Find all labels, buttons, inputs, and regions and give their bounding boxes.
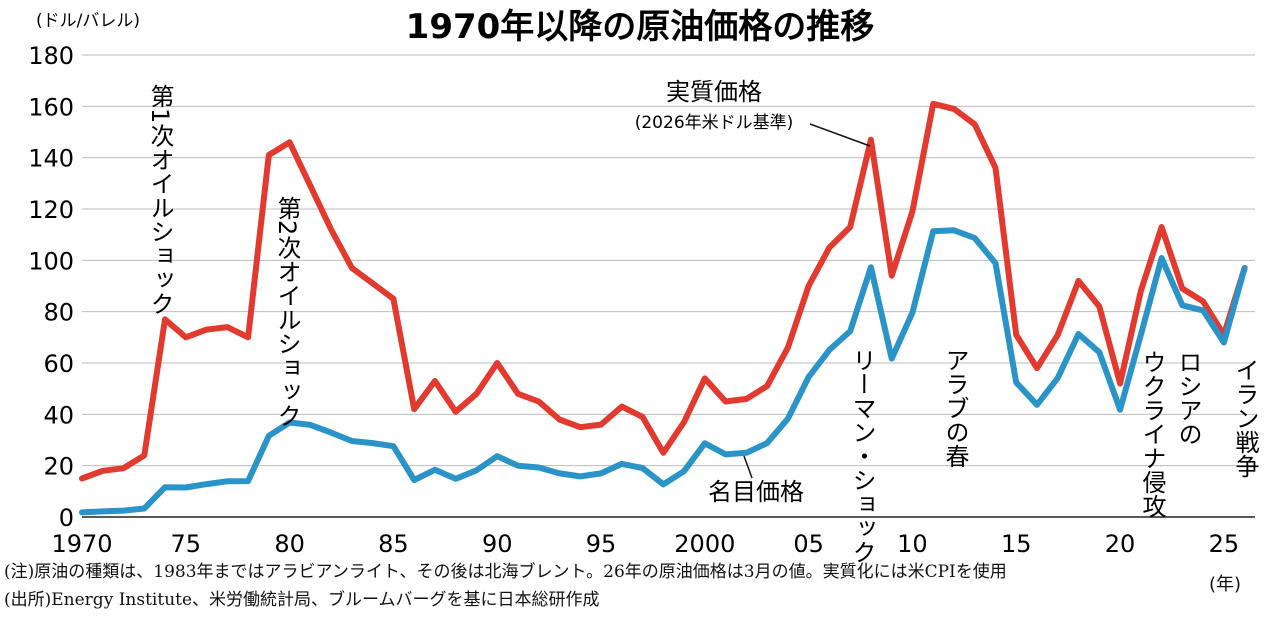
footnote-source: (出所)Energy Institute、米労働統計局、ブルームバーグを基に日本… — [4, 590, 600, 610]
y-tick-label: 140 — [28, 145, 74, 173]
annotation-second-oil-shock: 第2次オイルショック — [273, 196, 301, 427]
x-tick-label: 95 — [586, 530, 617, 558]
y-tick-label: 100 — [28, 247, 74, 275]
nominal-price-leader-line — [743, 455, 753, 479]
x-tick-label: 25 — [1209, 530, 1240, 558]
x-tick-label: 75 — [171, 530, 202, 558]
annotation-first-oil-shock: 第1次オイルショック — [146, 84, 174, 315]
chart-title: 1970年以降の原油価格の推移 — [406, 7, 875, 47]
annotation-arab-spring: アラブの春 — [941, 348, 969, 468]
x-tick-label: 15 — [1001, 530, 1032, 558]
x-tick-label: 05 — [793, 530, 824, 558]
real-price-label: 実質価格 — [666, 78, 762, 106]
y-tick-label: 0 — [59, 504, 74, 532]
x-tick-label: 90 — [482, 530, 513, 558]
series-labels: 実質価格 (2026年米ドル基準) 名目価格 — [635, 78, 871, 506]
x-tick-label: 85 — [378, 530, 409, 558]
x-axis-ticks: 1970 75 80 85 90 95 2000 05 10 15 20 25 — [51, 530, 1239, 558]
nominal-price-label: 名目価格 — [708, 478, 804, 506]
y-tick-label: 60 — [43, 350, 74, 378]
annotation-iran-war: イラン戦争 — [1231, 358, 1259, 478]
annotation-russia-ukraine: ウクライナ侵攻 — [1138, 350, 1166, 518]
y-axis-ticks: 0 20 40 60 80 100 120 140 160 180 — [28, 42, 74, 532]
real-price-basis-label: (2026年米ドル基準) — [635, 113, 794, 133]
series-lines — [79, 100, 1248, 516]
x-tick-label: 20 — [1105, 530, 1136, 558]
y-axis-unit: (ドル/バレル) — [36, 11, 140, 31]
annotation-lehman-shock: リーマン・ショック — [848, 348, 876, 564]
real-price-leader-line — [809, 123, 871, 147]
y-tick-label: 80 — [43, 299, 74, 327]
x-tick-label: 2000 — [674, 530, 735, 558]
y-tick-label: 180 — [28, 42, 74, 70]
gridlines — [82, 54, 1255, 518]
y-tick-label: 120 — [28, 196, 74, 224]
nominal-price-line — [79, 227, 1248, 516]
annotation-russia-ukraine: ロシアの — [1174, 350, 1202, 446]
real-price-line — [79, 100, 1248, 482]
y-tick-label: 40 — [43, 401, 74, 429]
y-tick-label: 20 — [43, 453, 74, 481]
x-tick-label: 1970 — [51, 530, 112, 558]
x-tick-label: 10 — [897, 530, 928, 558]
y-tick-label: 160 — [28, 93, 74, 121]
x-axis-unit: (年) — [1209, 574, 1242, 595]
footnote-note: (注)原油の種類は、1983年まではアラビアンライト、その後は北海ブレント。26… — [4, 562, 1007, 582]
x-tick-label: 80 — [274, 530, 305, 558]
